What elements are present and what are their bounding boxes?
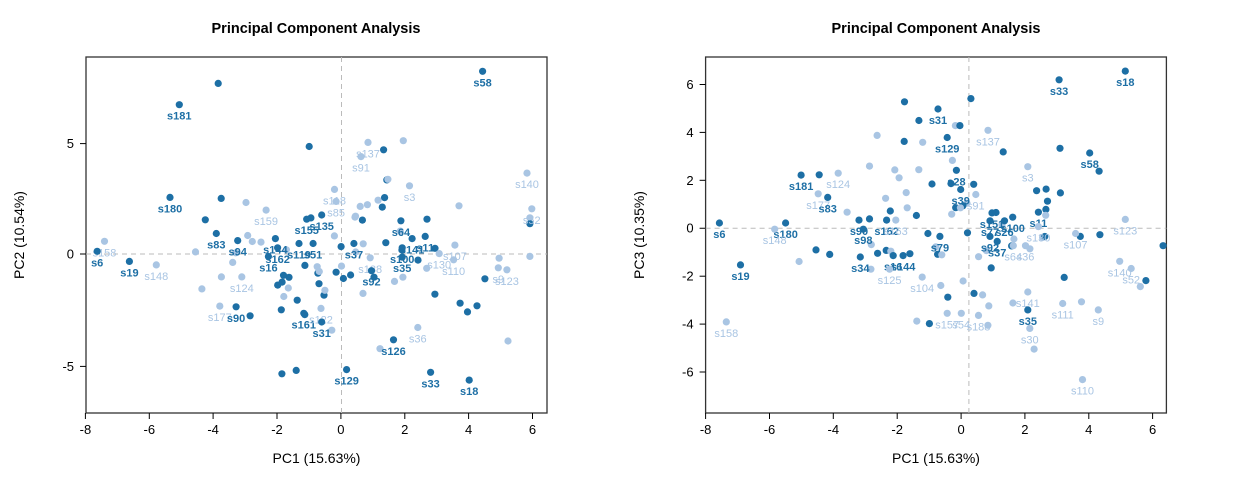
svg-text:s26: s26 bbox=[995, 227, 1013, 239]
svg-text:s180: s180 bbox=[158, 203, 182, 215]
svg-text:s110: s110 bbox=[442, 266, 465, 278]
svg-text:s124: s124 bbox=[826, 179, 850, 191]
svg-text:-2: -2 bbox=[271, 422, 283, 437]
svg-text:2: 2 bbox=[686, 173, 693, 188]
svg-text:s19: s19 bbox=[731, 271, 749, 283]
svg-text:s58: s58 bbox=[473, 77, 491, 89]
svg-text:s163: s163 bbox=[884, 226, 908, 238]
svg-text:s129: s129 bbox=[935, 144, 959, 156]
svg-text:0: 0 bbox=[957, 422, 964, 437]
svg-text:s123: s123 bbox=[1113, 225, 1137, 237]
svg-text:s181: s181 bbox=[167, 111, 191, 123]
svg-text:s31: s31 bbox=[313, 328, 331, 340]
svg-text:4: 4 bbox=[1085, 422, 1092, 437]
svg-text:-4: -4 bbox=[682, 317, 694, 332]
svg-text:s126: s126 bbox=[381, 346, 405, 358]
svg-text:s3: s3 bbox=[1022, 173, 1034, 185]
svg-text:s58: s58 bbox=[1081, 159, 1099, 171]
svg-text:s16: s16 bbox=[259, 263, 277, 275]
svg-text:-2: -2 bbox=[891, 422, 903, 437]
svg-text:s9: s9 bbox=[1092, 316, 1104, 328]
svg-text:-8: -8 bbox=[80, 422, 92, 437]
svg-text:-4: -4 bbox=[207, 422, 219, 437]
svg-text:6: 6 bbox=[1149, 422, 1156, 437]
svg-text:s37: s37 bbox=[345, 250, 363, 262]
svg-text:s19: s19 bbox=[120, 267, 138, 279]
svg-text:s159: s159 bbox=[254, 216, 278, 228]
svg-text:s144: s144 bbox=[891, 262, 916, 274]
svg-text:s35: s35 bbox=[393, 263, 411, 275]
svg-text:s52: s52 bbox=[1122, 275, 1140, 287]
svg-text:s130: s130 bbox=[1026, 233, 1050, 245]
svg-text:PC2 (10.54%): PC2 (10.54%) bbox=[11, 191, 27, 279]
svg-text:0: 0 bbox=[67, 246, 74, 261]
svg-text:-4: -4 bbox=[828, 422, 840, 437]
svg-text:0: 0 bbox=[337, 422, 344, 437]
svg-text:Principal Component Analysis: Principal Component Analysis bbox=[212, 21, 421, 37]
svg-text:s111: s111 bbox=[1052, 310, 1074, 322]
svg-text:s148: s148 bbox=[144, 271, 168, 283]
svg-text:-8: -8 bbox=[700, 422, 712, 437]
svg-text:s158: s158 bbox=[714, 328, 738, 340]
svg-text:2: 2 bbox=[1021, 422, 1028, 437]
svg-text:s104: s104 bbox=[910, 283, 934, 295]
svg-text:s85: s85 bbox=[327, 207, 345, 219]
svg-text:s36: s36 bbox=[1017, 252, 1035, 264]
svg-text:s181: s181 bbox=[789, 181, 813, 193]
svg-text:-6: -6 bbox=[682, 365, 694, 380]
svg-text:s52: s52 bbox=[523, 215, 541, 227]
svg-text:s83: s83 bbox=[207, 240, 225, 252]
svg-text:s79: s79 bbox=[931, 242, 949, 254]
svg-text:4: 4 bbox=[686, 125, 693, 140]
svg-text:s148: s148 bbox=[763, 235, 787, 247]
svg-text:s33: s33 bbox=[1050, 86, 1068, 98]
svg-text:s98: s98 bbox=[854, 235, 872, 247]
svg-text:6: 6 bbox=[529, 422, 536, 437]
svg-text:-5: -5 bbox=[62, 359, 74, 374]
svg-text:s6: s6 bbox=[91, 257, 103, 269]
svg-text:s135: s135 bbox=[309, 221, 333, 233]
svg-text:PC3 (10.35%): PC3 (10.35%) bbox=[631, 191, 647, 279]
svg-text:4: 4 bbox=[465, 422, 472, 437]
svg-text:5: 5 bbox=[67, 136, 74, 151]
svg-text:s83: s83 bbox=[819, 203, 837, 215]
svg-text:s94: s94 bbox=[229, 247, 248, 259]
svg-text:-6: -6 bbox=[764, 422, 776, 437]
svg-text:s6: s6 bbox=[713, 229, 725, 241]
svg-text:-2: -2 bbox=[682, 269, 694, 284]
svg-text:s30: s30 bbox=[1021, 334, 1039, 346]
svg-text:PC1 (15.63%): PC1 (15.63%) bbox=[892, 450, 980, 466]
svg-text:s28: s28 bbox=[947, 176, 965, 188]
svg-text:s11: s11 bbox=[416, 242, 434, 254]
svg-text:0: 0 bbox=[686, 221, 693, 236]
svg-text:s36: s36 bbox=[409, 334, 427, 346]
svg-text:s92: s92 bbox=[362, 277, 380, 289]
svg-text:s110: s110 bbox=[1071, 386, 1094, 398]
svg-text:s188: s188 bbox=[967, 321, 991, 333]
svg-text:s9: s9 bbox=[492, 274, 504, 286]
svg-text:s137: s137 bbox=[976, 136, 1000, 148]
svg-text:s125: s125 bbox=[878, 275, 902, 287]
svg-text:s124: s124 bbox=[230, 283, 254, 295]
svg-text:6: 6 bbox=[686, 77, 693, 92]
svg-text:s34: s34 bbox=[851, 263, 870, 275]
svg-text:s3: s3 bbox=[404, 192, 416, 204]
svg-text:s18: s18 bbox=[460, 386, 478, 398]
svg-text:s129: s129 bbox=[334, 376, 358, 388]
svg-text:s91: s91 bbox=[352, 163, 370, 175]
svg-text:PC1 (15.63%): PC1 (15.63%) bbox=[273, 450, 361, 466]
svg-text:s51: s51 bbox=[304, 250, 322, 262]
svg-text:s31: s31 bbox=[929, 115, 947, 127]
svg-text:s90: s90 bbox=[227, 313, 245, 325]
svg-text:2: 2 bbox=[401, 422, 408, 437]
svg-text:s91: s91 bbox=[967, 201, 985, 213]
svg-text:s64: s64 bbox=[392, 227, 411, 239]
svg-text:s107: s107 bbox=[1064, 240, 1088, 252]
svg-text:s33: s33 bbox=[421, 378, 439, 390]
svg-text:-6: -6 bbox=[144, 422, 156, 437]
svg-text:s140: s140 bbox=[515, 179, 539, 191]
svg-text:s18: s18 bbox=[1116, 77, 1134, 89]
svg-text:Principal Component Analysis: Principal Component Analysis bbox=[832, 21, 1041, 37]
